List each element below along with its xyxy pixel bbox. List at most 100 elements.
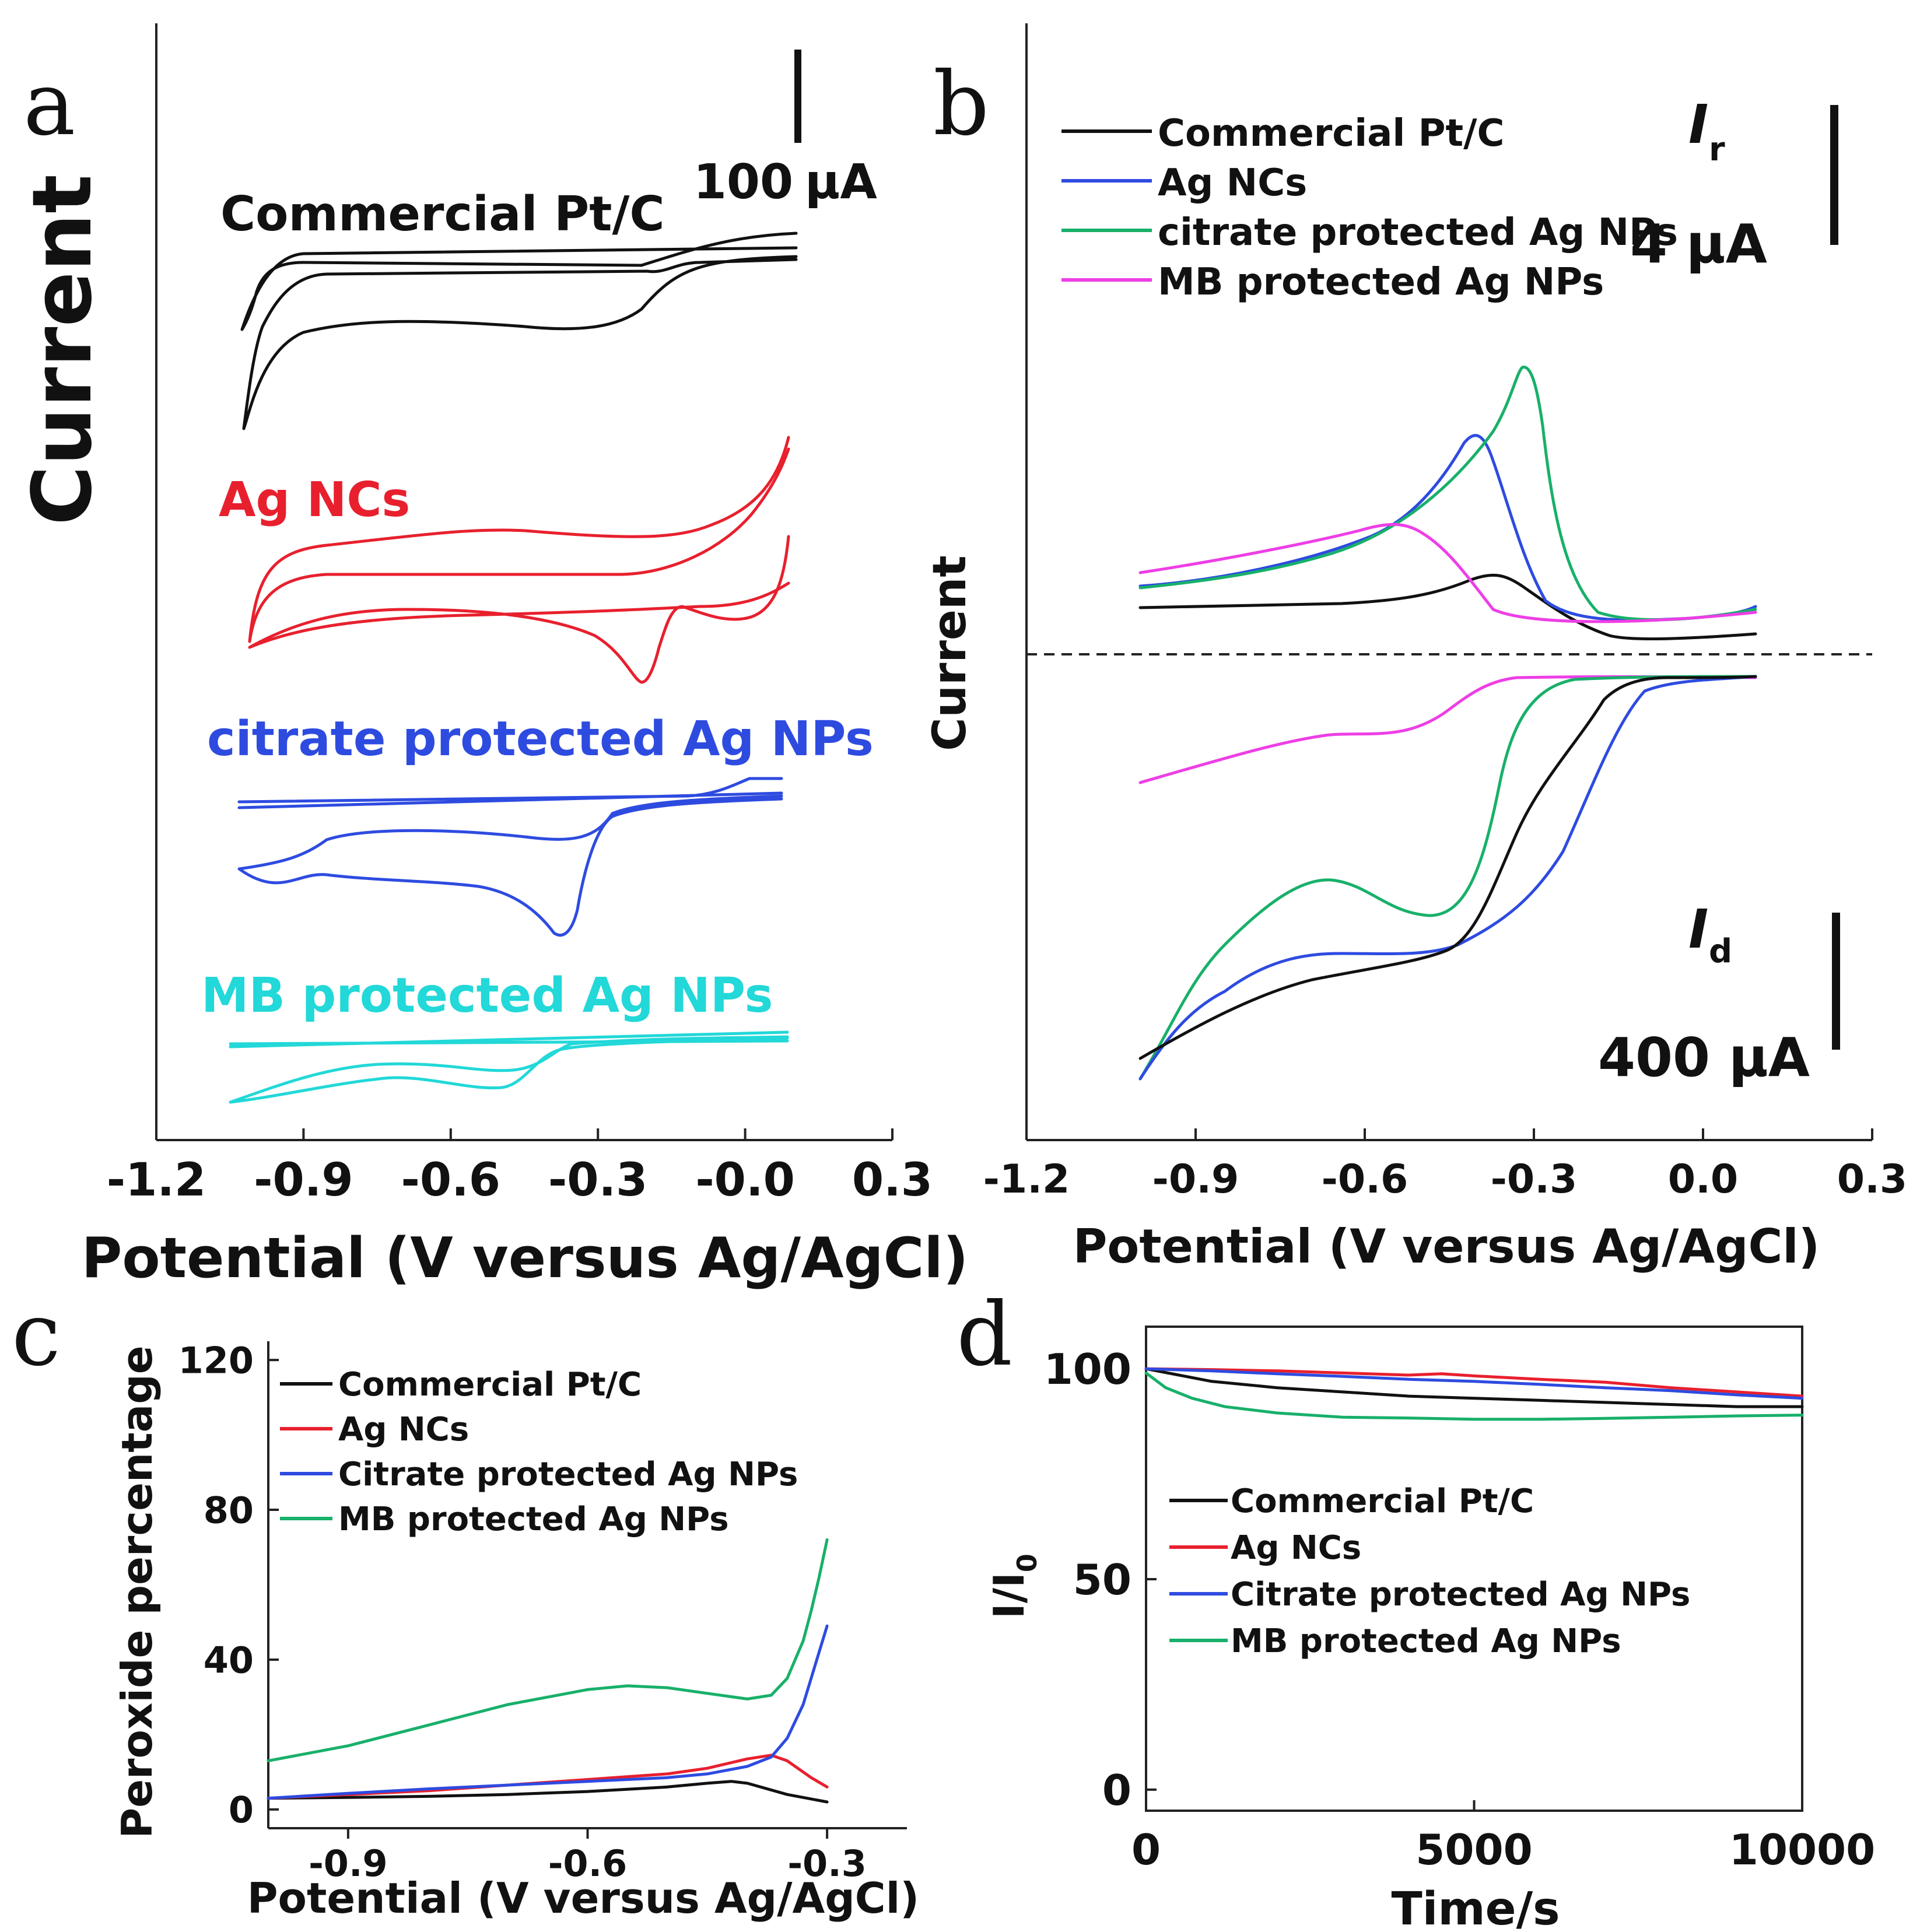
panel-b-ring-label: I	[1688, 93, 1708, 156]
panel-c-letter: c	[12, 1284, 61, 1386]
panel-d-ylabel: I/I0	[984, 1554, 1043, 1619]
panel-b-xtick-label-2: -0.6	[1322, 1156, 1409, 1202]
panel-a-cv-citrate	[237, 777, 783, 937]
panel-b-xtick-label-5: 0.3	[1837, 1156, 1907, 1202]
panel-b-ring-citrate	[1138, 366, 1757, 622]
panel-c-ylabel: Peroxide percentage	[113, 1345, 162, 1838]
panel-b-ring-sub: r	[1709, 131, 1725, 169]
panel-d-xtick-label-2: 10000	[1729, 1825, 1876, 1874]
panel-b-xticks: -1.2 -0.9 -0.6 -0.3 0.0 0.3	[983, 1128, 1907, 1202]
panel-d-ylabel-main: I/I	[984, 1572, 1033, 1619]
panel-c-xtick-label-1: -0.6	[548, 1842, 628, 1885]
panel-d-series-mb-protected-ag-nps	[1144, 1371, 1804, 1421]
panel-a-xtick-label-2: -0.6	[401, 1154, 501, 1207]
panel-a-xlabel: Potential (V versus Ag/AgCl)	[82, 1226, 969, 1291]
panel-b-disk-sub: d	[1709, 932, 1732, 970]
panel-c-xtick-label-0: -0.9	[309, 1842, 388, 1885]
panel-b-ylabel: Current	[924, 555, 976, 751]
panel-d-ytick-label-1: 50	[1073, 1555, 1131, 1604]
panel-b-legend-label-mb: MB protected Ag NPs	[1158, 261, 1604, 304]
panel-a-xtick-label-3: -0.3	[548, 1154, 648, 1207]
panel-a-xtick-label-0: -1.2	[107, 1154, 206, 1207]
panel-a-xtick-label-4: -0.0	[695, 1154, 795, 1207]
panel-a-cv-ptc	[240, 232, 798, 430]
panel-a-cv-agncs	[248, 436, 790, 684]
panel-d-series-ag-ncs	[1144, 1367, 1804, 1398]
panel-d-legend: Commercial Pt/C Ag NCs Citrate protected…	[1169, 1482, 1690, 1660]
panel-a-xticks: -1.2 -0.9 -0.6 -0.3 -0.0 0.3	[107, 1128, 933, 1207]
panel-b-ring-ptc	[1138, 573, 1757, 641]
panel-c-ticks: -0.9 -0.6 -0.3 0 40 80 120	[178, 1339, 867, 1885]
panel-b-disk-mb	[1138, 675, 1757, 784]
panel-a-citrate-loop-outer	[237, 777, 783, 809]
panel-c-legend-label-citrate: Citrate protected Ag NPs	[338, 1456, 798, 1493]
panel-a-label-ptc: Commercial Pt/C	[220, 187, 665, 242]
panel-b-xtick-label-0: -1.2	[983, 1156, 1070, 1202]
panel-c-ytick-label-0: 0	[229, 1789, 254, 1831]
panel-c-series-ag-ncs	[267, 1754, 829, 1800]
panel-b-ring-scale: 4 μA	[1630, 213, 1767, 275]
panel-c-series-commercial-pt-c	[267, 1780, 829, 1804]
panel-a-agncs-loop-outer	[248, 436, 790, 643]
panel-b-xlabel: Potential (V versus Ag/AgCl)	[1073, 1219, 1820, 1274]
panel-d-legend-label-citrate: Citrate protected Ag NPs	[1231, 1576, 1690, 1614]
panel-d-legend-label-mb: MB protected Ag NPs	[1231, 1622, 1621, 1660]
panel-a-mb-loop-inner	[229, 1035, 789, 1104]
panel-a-scale-value: 100	[693, 155, 793, 210]
panel-a-ptc-loop-inner	[242, 255, 798, 430]
panel-a-label-mb: MB protected Ag NPs	[201, 968, 773, 1023]
panel-b-disk-scale: 400 μA	[1598, 1026, 1810, 1089]
panel-d-curves	[1144, 1367, 1804, 1421]
panel-d-legend-label-agncs: Ag NCs	[1231, 1529, 1361, 1567]
panel-b-legend-label-citrate: citrate protected Ag NPs	[1158, 211, 1678, 254]
panel-c: c Peroxide percentage -0.9 -0.6 -0.3 0 40 80 1…	[12, 1284, 919, 1923]
panel-c-legend: Commercial Pt/C Ag NCs Citrate protected…	[280, 1366, 798, 1538]
panel-c-ytick-label-3: 120	[178, 1339, 254, 1381]
panel-c-curves	[267, 1538, 829, 1804]
panel-d-xlabel: Time/s	[1391, 1883, 1560, 1932]
panel-c-xtick-label-2: -0.3	[787, 1842, 867, 1885]
panel-d-xtick-label-1: 5000	[1416, 1825, 1532, 1874]
panel-b-disk-label: I	[1688, 898, 1708, 960]
panel-a-ptc-loop-outer	[240, 232, 798, 331]
panel-b-legend: Commercial Pt/C Ag NCs citrate protected…	[1061, 112, 1678, 304]
panel-d-legend-label-ptc: Commercial Pt/C	[1231, 1482, 1534, 1520]
panel-b-legend-label-ptc: Commercial Pt/C	[1158, 112, 1504, 155]
panel-a-letter: a	[23, 54, 75, 155]
panel-b-ring-agncs	[1138, 434, 1757, 622]
panel-c-xlabel: Potential (V versus Ag/AgCl)	[247, 1874, 919, 1923]
panel-b-ring-mb	[1138, 523, 1757, 623]
panel-d-series-citrate-protected-ag-nps	[1144, 1367, 1804, 1400]
panel-c-series-citrate-protected-ag-nps	[267, 1624, 829, 1800]
panel-b-disk-ptc	[1138, 675, 1757, 1060]
panel-a-cv-mb	[229, 1030, 789, 1104]
panel-a-label-citrate: citrate protected Ag NPs	[207, 711, 874, 767]
panel-b-xtick-label-1: -0.9	[1152, 1156, 1239, 1202]
panel-c-ytick-label-2: 80	[204, 1489, 254, 1531]
panel-d-ytick-label-0: 0	[1102, 1766, 1131, 1815]
panel-d-letter: d	[957, 1284, 1012, 1386]
panel-b-legend-label-agncs: Ag NCs	[1158, 162, 1307, 205]
panel-b-xtick-label-4: 0.0	[1668, 1156, 1738, 1202]
panel-a-citrate-loop-inner	[237, 794, 783, 937]
panel-a: a Current -1.2 -0.9 -0.6 -0.3 -0.0 0.3 Potent…	[15, 23, 968, 1291]
panel-b: b Current -1.2 -0.9 -0.6 -0.3 0.0 0.3 Potenti…	[924, 23, 1907, 1274]
panel-c-legend-label-agncs: Ag NCs	[338, 1411, 469, 1449]
panel-c-series-mb-protected-ag-nps	[267, 1538, 829, 1762]
panel-a-agncs-loop-inner	[248, 535, 790, 684]
panel-d-ylabel-sub: 0	[1011, 1554, 1043, 1572]
panel-d-series-commercial-pt-c	[1144, 1367, 1804, 1408]
panel-d-ticks: 0 5000 10000 0 50 100	[1044, 1345, 1876, 1874]
panel-d-xtick-label-0: 0	[1131, 1825, 1161, 1874]
panel-a-ylabel: Current	[15, 174, 110, 525]
panel-a-xtick-label-5: 0.3	[852, 1154, 933, 1207]
panel-c-legend-label-mb: MB protected Ag NPs	[338, 1500, 729, 1538]
panel-b-letter: b	[933, 54, 989, 155]
panel-b-disk-citrate	[1138, 675, 1757, 1081]
panel-b-xtick-label-3: -0.3	[1491, 1156, 1578, 1202]
panel-a-xtick-label-1: -0.9	[254, 1154, 353, 1207]
panel-c-ytick-label-1: 40	[204, 1639, 254, 1681]
panel-d-ytick-label-2: 100	[1044, 1345, 1131, 1394]
